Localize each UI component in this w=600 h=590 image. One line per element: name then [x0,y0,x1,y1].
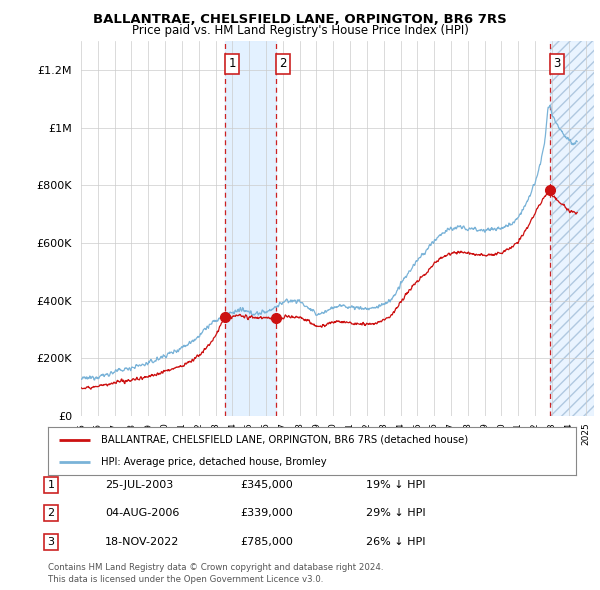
Text: 19% ↓ HPI: 19% ↓ HPI [366,480,425,490]
Text: 18-NOV-2022: 18-NOV-2022 [105,537,179,546]
Text: £785,000: £785,000 [240,537,293,546]
Text: 2: 2 [280,57,287,70]
Text: This data is licensed under the Open Government Licence v3.0.: This data is licensed under the Open Gov… [48,575,323,584]
Text: HPI: Average price, detached house, Bromley: HPI: Average price, detached house, Brom… [101,457,326,467]
Text: 3: 3 [47,537,55,546]
Text: BALLANTRAE, CHELSFIELD LANE, ORPINGTON, BR6 7RS (detached house): BALLANTRAE, CHELSFIELD LANE, ORPINGTON, … [101,435,468,445]
Text: Price paid vs. HM Land Registry's House Price Index (HPI): Price paid vs. HM Land Registry's House … [131,24,469,37]
Text: Contains HM Land Registry data © Crown copyright and database right 2024.: Contains HM Land Registry data © Crown c… [48,563,383,572]
Text: 25-JUL-2003: 25-JUL-2003 [105,480,173,490]
Bar [550,41,594,416]
Text: 1: 1 [47,480,55,490]
Text: 26% ↓ HPI: 26% ↓ HPI [366,537,425,546]
Text: £339,000: £339,000 [240,509,293,518]
Bar [225,41,276,416]
Text: 2: 2 [47,509,55,518]
Text: 1: 1 [229,57,236,70]
Text: 3: 3 [553,57,560,70]
Text: BALLANTRAE, CHELSFIELD LANE, ORPINGTON, BR6 7RS: BALLANTRAE, CHELSFIELD LANE, ORPINGTON, … [93,13,507,26]
Text: £345,000: £345,000 [240,480,293,490]
Text: 29% ↓ HPI: 29% ↓ HPI [366,509,425,518]
Text: 04-AUG-2006: 04-AUG-2006 [105,509,179,518]
Bar [550,41,594,416]
